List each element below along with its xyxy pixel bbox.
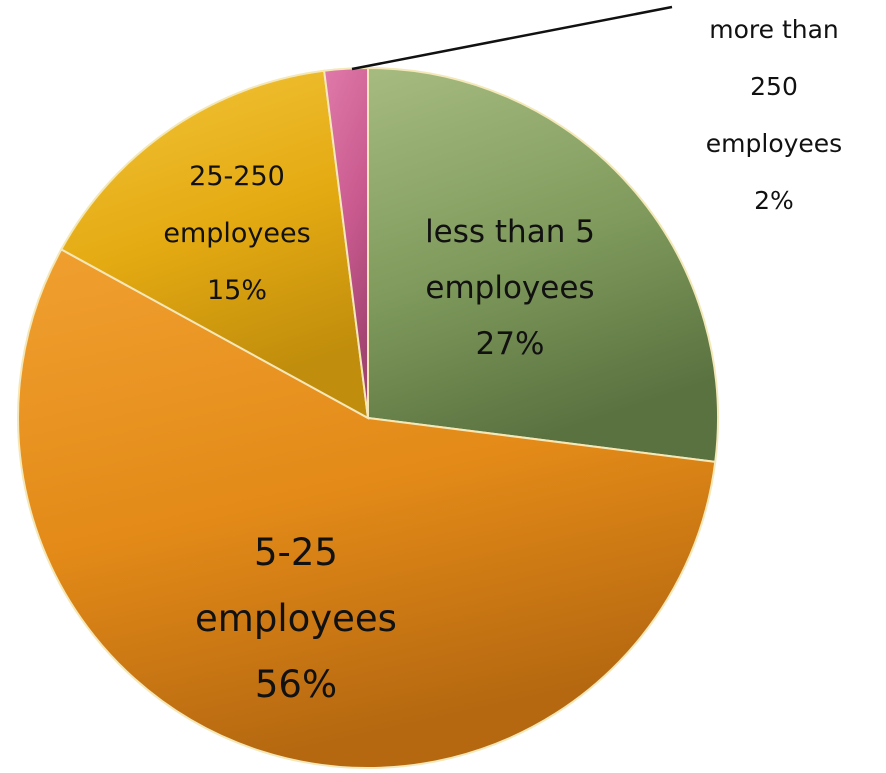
slice-percent-label: 15% bbox=[207, 275, 267, 306]
pie-slice-1 bbox=[17, 248, 717, 769]
slices-layer bbox=[17, 66, 719, 769]
slice-category-label: 25-250 bbox=[189, 161, 285, 192]
pie-slice-3 bbox=[323, 66, 369, 419]
slice-category-label: employees bbox=[425, 270, 594, 306]
slice-label-1: 5-25 employees 56% bbox=[195, 531, 397, 706]
slice-label-2: 25-250 employees 15% bbox=[163, 161, 310, 306]
slice-category-label: more than bbox=[709, 15, 839, 44]
pie-slice-0 bbox=[367, 66, 719, 463]
slice-label-0: less than 5 employees 27% bbox=[425, 214, 595, 362]
slice-category-label: employees bbox=[195, 597, 397, 640]
leader-line bbox=[351, 5, 673, 71]
slice-percent-label: 27% bbox=[476, 326, 545, 362]
slice-percent-label: 2% bbox=[754, 186, 794, 215]
leader-layer bbox=[351, 5, 673, 71]
slice-category-label: employees bbox=[163, 218, 310, 249]
pie-slice-2 bbox=[59, 69, 370, 420]
slice-category-label: less than 5 bbox=[425, 214, 595, 250]
slice-category-label: employees bbox=[706, 129, 842, 158]
labels-layer: less than 5 employees 27% 5-25 employees 56% 2… bbox=[163, 15, 842, 706]
slice-percent-label: 56% bbox=[255, 663, 337, 706]
slice-category-label: 250 bbox=[750, 72, 798, 101]
slice-label-3: more than 250 employees 2% bbox=[706, 15, 842, 215]
slice-category-label: 5-25 bbox=[254, 531, 338, 574]
